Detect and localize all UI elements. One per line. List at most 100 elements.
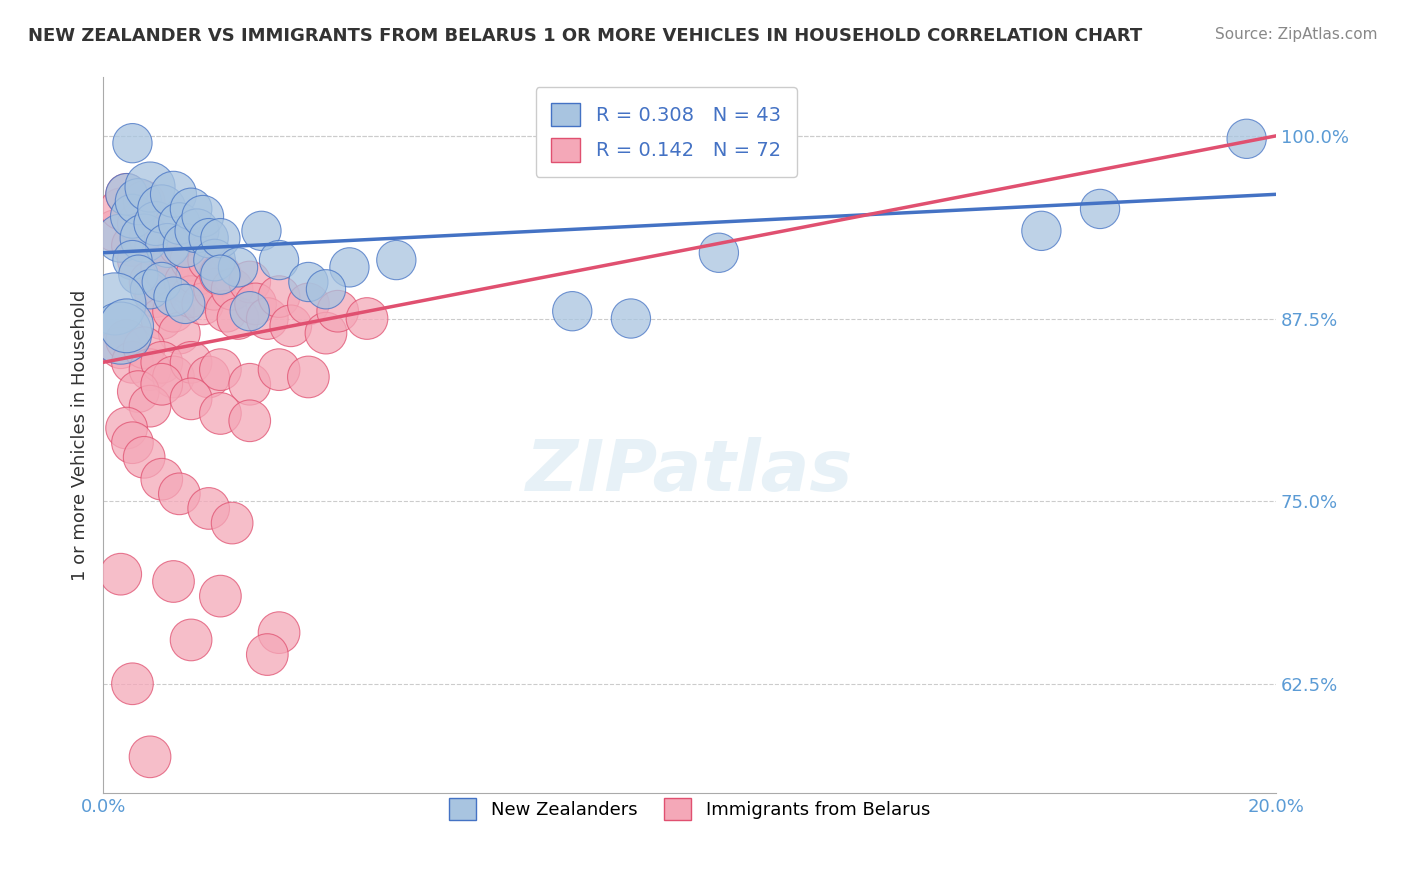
Point (267, 362, 290, 376)
Point (1031, 224, 1053, 238)
Point (239, 414, 262, 428)
Point (145, 290, 167, 304)
Point (162, 304, 184, 318)
Point (162, 290, 184, 304)
Point (127, 253, 149, 268)
Point (707, 245, 730, 260)
Point (110, 326, 132, 340)
Point (191, 297, 214, 311)
Point (134, 194, 156, 209)
Point (127, 268, 149, 282)
Point (150, 377, 173, 392)
Point (209, 231, 232, 245)
Point (180, 290, 202, 304)
Point (139, 399, 162, 413)
Point (139, 275, 162, 289)
Point (127, 384, 149, 399)
Point (256, 311, 278, 326)
Point (197, 501, 219, 516)
Point (162, 253, 184, 268)
Point (139, 749, 162, 764)
Point (197, 231, 219, 245)
Point (134, 341, 156, 355)
Point (150, 311, 173, 326)
Point (280, 318, 302, 333)
Point (115, 187, 138, 202)
Point (297, 297, 319, 311)
Point (180, 355, 202, 369)
Point (1088, 202, 1111, 216)
Point (186, 268, 208, 282)
Point (326, 304, 349, 318)
Point (169, 326, 191, 340)
Point (186, 224, 208, 238)
Point (239, 377, 262, 392)
Point (197, 370, 219, 384)
Point (145, 217, 167, 231)
Point (239, 304, 262, 318)
Point (1236, 132, 1258, 146)
Point (121, 253, 143, 268)
Point (169, 238, 191, 252)
Point (356, 311, 378, 326)
Point (115, 334, 138, 348)
Point (209, 268, 232, 282)
Point (209, 589, 232, 603)
Point (156, 268, 179, 282)
Point (180, 202, 202, 216)
Point (215, 304, 238, 318)
Point (315, 282, 337, 296)
Point (115, 318, 138, 333)
Point (115, 187, 138, 202)
Point (245, 297, 267, 311)
Point (250, 224, 273, 238)
Point (110, 202, 132, 216)
Point (110, 231, 132, 245)
Point (267, 253, 290, 268)
Point (162, 574, 184, 589)
Point (110, 341, 132, 355)
Point (150, 472, 173, 486)
Point (104, 297, 127, 311)
Point (267, 625, 290, 640)
Text: ZIPatlas: ZIPatlas (526, 437, 853, 506)
Text: Source: ZipAtlas.com: Source: ZipAtlas.com (1215, 27, 1378, 42)
Point (204, 282, 226, 296)
Point (139, 362, 162, 376)
Point (297, 370, 319, 384)
Point (127, 194, 149, 209)
Point (297, 275, 319, 289)
Point (121, 238, 143, 252)
Point (121, 209, 143, 223)
Point (226, 311, 249, 326)
Point (174, 275, 197, 289)
Point (156, 238, 179, 252)
Point (134, 231, 156, 245)
Point (620, 311, 643, 326)
Point (385, 253, 408, 268)
Point (180, 392, 202, 406)
Point (110, 567, 132, 582)
Point (150, 275, 173, 289)
Point (139, 231, 162, 245)
Point (180, 632, 202, 647)
Point (315, 326, 337, 340)
Point (162, 187, 184, 202)
Point (121, 136, 143, 151)
Point (339, 260, 361, 275)
Point (226, 260, 249, 275)
Point (127, 217, 149, 231)
Point (139, 180, 162, 194)
Point (121, 435, 143, 450)
Point (104, 224, 127, 238)
Point (209, 407, 232, 421)
Point (197, 253, 219, 268)
Point (139, 282, 162, 296)
Point (221, 516, 243, 530)
Point (180, 253, 202, 268)
Point (174, 238, 197, 252)
Point (121, 677, 143, 691)
Point (169, 217, 191, 231)
Point (256, 648, 278, 662)
Point (209, 268, 232, 282)
